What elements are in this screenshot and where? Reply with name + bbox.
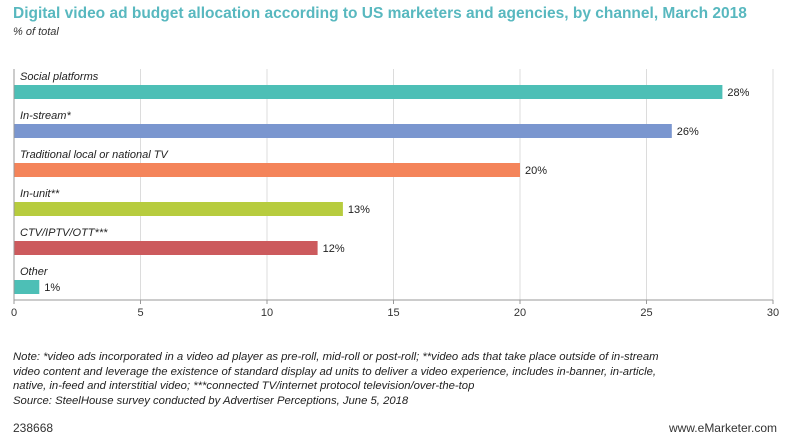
category-label: In-stream* bbox=[20, 110, 71, 122]
category-label: Social platforms bbox=[20, 71, 99, 83]
footnote: Note: *video ads incorporated in a video… bbox=[13, 350, 783, 408]
chart-id: 238668 bbox=[13, 421, 54, 435]
value-label: 20% bbox=[525, 165, 547, 177]
chart-subtitle: % of total bbox=[13, 26, 59, 38]
bar bbox=[14, 280, 40, 294]
value-label: 13% bbox=[348, 204, 370, 216]
category-label: In-unit** bbox=[20, 188, 60, 200]
footnote-line: native, in-feed and interstitial video; … bbox=[13, 380, 475, 392]
x-tick-label: 10 bbox=[261, 307, 273, 319]
source-line: Source: SteelHouse survey conducted by A… bbox=[13, 394, 409, 407]
bar bbox=[14, 163, 520, 177]
chart-title: Digital video ad budget allocation accor… bbox=[13, 5, 747, 22]
x-axis: 0 5 10 15 20 25 30 bbox=[11, 69, 779, 319]
bars-layer: Social platforms 28% In-stream* 26% Traditio… bbox=[14, 71, 750, 294]
brand-link[interactable]: www.eMarketer.com bbox=[668, 421, 777, 435]
grid-layer bbox=[140, 69, 774, 300]
footnote-line: video content and leverage the existence… bbox=[13, 365, 657, 378]
x-tick-label: 5 bbox=[137, 307, 143, 319]
bar bbox=[14, 124, 672, 138]
bar-chart: Social platforms 28% In-stream* 26% Traditio… bbox=[11, 69, 779, 319]
bar bbox=[14, 85, 723, 99]
bar bbox=[14, 202, 343, 216]
bar bbox=[14, 241, 318, 255]
footnote-line: Note: *video ads incorporated in a video… bbox=[13, 351, 659, 363]
x-tick-label: 25 bbox=[640, 307, 652, 319]
x-tick-label: 20 bbox=[514, 307, 526, 319]
value-label: 28% bbox=[727, 87, 749, 99]
x-tick-label: 15 bbox=[387, 307, 399, 319]
value-label: 26% bbox=[677, 126, 699, 138]
x-tick-label: 30 bbox=[767, 307, 779, 319]
category-label: CTV/IPTV/OTT*** bbox=[20, 227, 108, 239]
category-label: Traditional local or national TV bbox=[20, 149, 169, 161]
value-label: 1% bbox=[44, 282, 60, 294]
category-label: Other bbox=[20, 266, 49, 278]
x-tick-label: 0 bbox=[11, 307, 17, 319]
value-label: 12% bbox=[323, 243, 345, 255]
